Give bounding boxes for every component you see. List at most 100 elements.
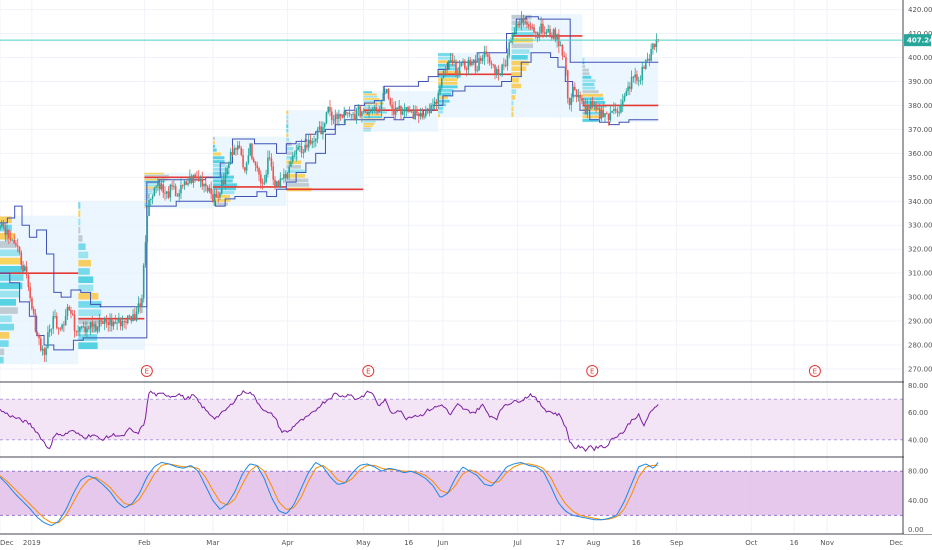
candle-body-41 xyxy=(71,313,74,315)
time-tick-12: Sep xyxy=(670,539,684,547)
candle-body-264 xyxy=(467,59,470,70)
volume-profile-bar-3-14 xyxy=(212,191,235,195)
candle-body-220 xyxy=(389,98,392,105)
candle-body-16 xyxy=(27,275,30,288)
candle-body-256 xyxy=(453,62,455,64)
candle-body-347 xyxy=(614,109,617,111)
candle-body-134 xyxy=(236,145,239,150)
earnings-marker-0 xyxy=(140,365,153,377)
candle-body-177 xyxy=(313,141,315,143)
candle-body-241 xyxy=(426,108,429,110)
candle-body-221 xyxy=(391,104,393,109)
price-tick-11: 380.00 xyxy=(908,102,932,110)
candle-body-158 xyxy=(279,178,282,188)
volume-profile-bar-2-9 xyxy=(144,190,153,193)
volume-profile-bar-0-6 xyxy=(0,266,25,273)
candle-body-337 xyxy=(597,108,599,110)
candle-body-245 xyxy=(433,101,436,105)
candle-body-235 xyxy=(416,109,418,114)
volume-profile-bar-4-12 xyxy=(286,164,301,169)
volume-profile-bar-0-5 xyxy=(0,257,21,265)
candle-body-243 xyxy=(430,104,432,114)
candle-body-182 xyxy=(322,127,324,135)
volume-profile-bar-5-2 xyxy=(363,95,377,98)
rsi-tick-2: 40.00 xyxy=(908,436,928,444)
candle-body-357 xyxy=(632,76,635,78)
volume-profile-bar-4-4 xyxy=(286,128,289,133)
candle-body-58 xyxy=(102,321,104,324)
candle-body-105 xyxy=(185,181,188,185)
candle-body-181 xyxy=(320,126,322,135)
candle-body-110 xyxy=(194,174,196,177)
candle-body-10 xyxy=(16,245,19,247)
candle-body-79 xyxy=(139,303,141,307)
volume-profile-bar-3-9 xyxy=(212,171,230,175)
candle-body-156 xyxy=(275,181,278,187)
candle-body-150 xyxy=(265,174,267,183)
candle-body-368 xyxy=(652,43,654,50)
candle-body-284 xyxy=(503,64,505,66)
candle-body-143 xyxy=(252,158,255,163)
candle-body-338 xyxy=(598,108,601,119)
volume-profile-bar-0-2 xyxy=(0,232,16,240)
candle-body-93 xyxy=(164,192,166,194)
volume-profile-bar-0-3 xyxy=(0,241,16,248)
candle-body-218 xyxy=(385,89,388,93)
candle-body-86 xyxy=(151,196,154,199)
candle-body-332 xyxy=(588,105,590,109)
candle-body-87 xyxy=(153,187,156,197)
candle-body-49 xyxy=(86,328,88,333)
candle-body-71 xyxy=(125,321,127,323)
time-tick-10: Aug xyxy=(587,539,601,547)
candle-body-171 xyxy=(302,152,305,154)
candle-body-104 xyxy=(183,181,186,186)
upper-band-line xyxy=(0,16,659,308)
candle-body-201 xyxy=(355,109,358,120)
volume-profile-bar-1-0 xyxy=(78,202,81,209)
candle-body-282 xyxy=(499,73,502,75)
candle-body-217 xyxy=(384,92,386,94)
candle-body-200 xyxy=(354,114,356,120)
earnings-label-1: E xyxy=(366,368,370,376)
candle-body-51 xyxy=(89,322,92,329)
candle-body-169 xyxy=(299,146,301,148)
candle-body-331 xyxy=(586,105,589,115)
candle-body-345 xyxy=(611,110,613,113)
candle-body-52 xyxy=(91,322,94,327)
price-tick-6: 330.00 xyxy=(908,222,932,230)
candle-body-27 xyxy=(47,332,49,348)
candle-body-255 xyxy=(451,60,454,63)
volume-profile-bar-6-17 xyxy=(438,114,441,118)
candle-body-124 xyxy=(219,193,221,198)
volume-profile-bar-7-11 xyxy=(511,77,519,83)
candle-body-168 xyxy=(297,146,299,150)
stoch-k-line xyxy=(0,461,659,527)
candle-body-35 xyxy=(61,324,63,329)
volume-profile-bar-6-13 xyxy=(438,99,450,103)
candle-body-285 xyxy=(504,65,507,67)
candle-body-187 xyxy=(330,111,333,120)
candle-body-364 xyxy=(645,60,647,69)
price-axis-bg xyxy=(904,0,932,534)
candle-body-358 xyxy=(634,74,636,78)
candle-body-64 xyxy=(112,321,115,327)
volume-profile-bar-4-3 xyxy=(286,124,289,128)
candle-body-257 xyxy=(455,62,457,76)
volume-profile-bar-2-6 xyxy=(144,184,160,187)
candle-body-293 xyxy=(519,23,521,26)
volume-profile-bar-1-2 xyxy=(78,218,81,226)
candle-body-294 xyxy=(520,18,523,24)
last-price-label: 407.24 xyxy=(907,37,932,45)
candle-body-138 xyxy=(244,167,246,171)
candle-body-179 xyxy=(316,129,319,139)
candle-body-81 xyxy=(142,264,145,299)
candle-body-139 xyxy=(245,162,248,171)
candle-body-99 xyxy=(174,186,177,196)
candle-body-333 xyxy=(590,101,592,109)
candle-body-263 xyxy=(465,68,468,70)
candle-body-336 xyxy=(595,104,597,110)
candle-body-242 xyxy=(428,108,431,114)
candle-body-275 xyxy=(487,54,489,57)
candle-body-15 xyxy=(25,266,28,276)
candle-body-100 xyxy=(176,195,179,197)
